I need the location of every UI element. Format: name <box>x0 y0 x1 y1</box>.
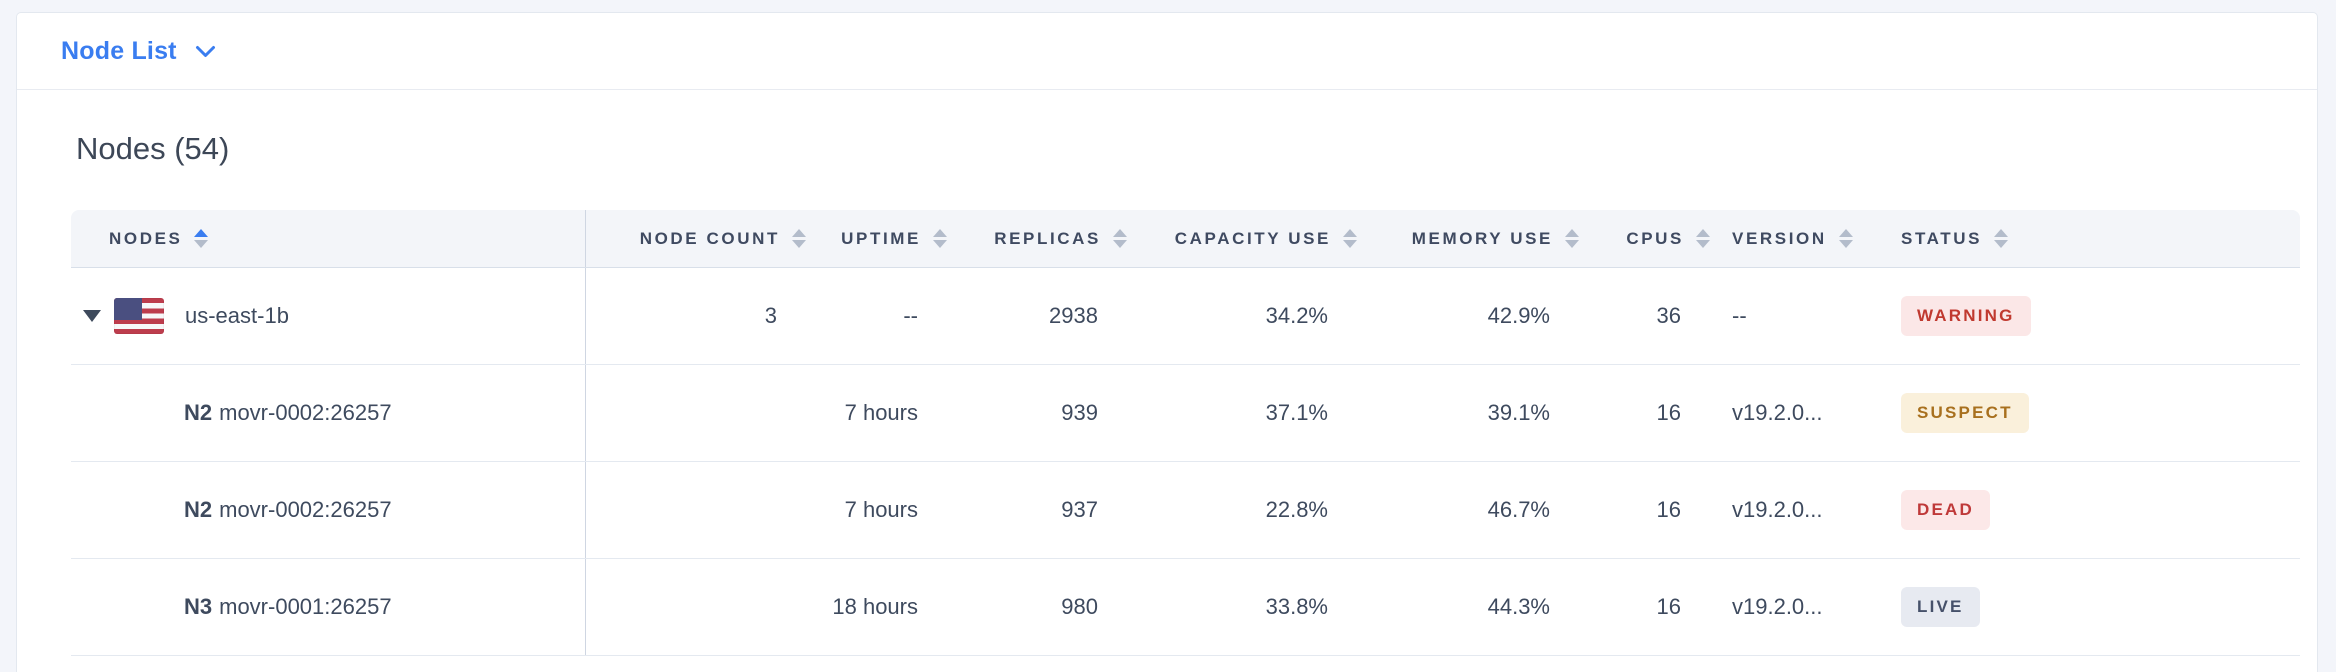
sort-icon <box>1838 229 1853 248</box>
sort-icon <box>792 229 806 248</box>
version-cell: -- <box>1732 303 1747 328</box>
memory-use-cell: 39.1% <box>1487 400 1550 425</box>
region-cell: us-east-1b <box>71 268 586 364</box>
page-title: Nodes (54) <box>76 131 230 166</box>
collapse-caret-icon[interactable] <box>83 310 101 322</box>
view-selector-label: Node List <box>61 36 177 65</box>
node-row[interactable]: N2 movr-0002:26257 7 hours 939 37.1% 39.1… <box>71 365 2300 462</box>
cpus-cell: 16 <box>1656 400 1681 425</box>
memory-use-cell: 44.3% <box>1487 594 1550 619</box>
status-badge: LIVE <box>1901 586 1980 628</box>
version-cell: v19.2.0... <box>1732 400 1823 425</box>
sort-icon <box>1343 229 1357 248</box>
cpus-cell: 36 <box>1656 303 1681 328</box>
column-header-replicas[interactable]: REPLICAS <box>921 229 1127 249</box>
replicas-cell: 939 <box>1061 400 1098 425</box>
column-header-cpus[interactable]: CPUS <box>1553 229 1710 249</box>
table-header-row: NODES NODE COUNT UPTIME REPLICAS CAPACIT… <box>71 210 2300 268</box>
region-row[interactable]: us-east-1b 3 -- 2938 34.2% 42.9% 36 -- W… <box>71 268 2300 365</box>
column-header-uptime[interactable]: UPTIME <box>781 229 947 249</box>
node-label: N2 movr-0002:26257 <box>184 497 392 523</box>
node-address: movr-0002:26257 <box>219 400 392 425</box>
node-id: N2 <box>184 497 213 522</box>
node-list-panel: Node List Nodes (54) NODES NODE COUNT UP… <box>16 12 2318 672</box>
sort-icon <box>933 229 947 248</box>
capacity-use-cell: 34.2% <box>1265 303 1328 328</box>
version-cell: v19.2.0... <box>1732 497 1823 522</box>
column-header-node-count[interactable]: NODE COUNT <box>586 229 806 249</box>
status-badge: DEAD <box>1901 489 1990 531</box>
capacity-use-cell: 33.8% <box>1265 594 1328 619</box>
column-header-memory-use[interactable]: MEMORY USE <box>1331 229 1579 249</box>
node-id: N3 <box>184 594 213 619</box>
node-count-cell: 3 <box>764 303 777 328</box>
status-cell: LIVE <box>1901 586 2300 628</box>
sort-icon <box>1994 229 2009 248</box>
cpus-cell: 16 <box>1656 594 1681 619</box>
status-cell: WARNING <box>1901 295 2300 337</box>
node-cell: N2 movr-0002:26257 <box>71 462 586 558</box>
node-label: N2 movr-0002:26257 <box>184 400 392 426</box>
column-header-nodes[interactable]: NODES <box>71 210 586 267</box>
chevron-down-icon <box>195 45 216 58</box>
node-label: N3 movr-0001:26257 <box>184 594 392 620</box>
status-cell: SUSPECT <box>1901 392 2300 434</box>
view-selector[interactable]: Node List <box>17 13 2317 90</box>
memory-use-cell: 46.7% <box>1487 497 1550 522</box>
sort-icon <box>1113 229 1127 248</box>
uptime-cell: 7 hours <box>844 400 918 425</box>
column-header-capacity-use[interactable]: CAPACITY USE <box>1101 229 1357 249</box>
sort-icon <box>1696 229 1710 248</box>
column-header-version[interactable]: VERSION <box>1684 229 1901 249</box>
status-badge: WARNING <box>1901 295 2031 337</box>
node-cell: N2 movr-0002:26257 <box>71 365 586 461</box>
column-header-status[interactable]: STATUS <box>1901 229 2300 249</box>
node-row[interactable]: N3 movr-0001:26257 18 hours 980 33.8% 44.… <box>71 559 2300 656</box>
node-cell: N3 movr-0001:26257 <box>71 559 586 655</box>
node-address: movr-0001:26257 <box>219 594 392 619</box>
node-row[interactable]: N2 movr-0002:26257 7 hours 937 22.8% 46.7… <box>71 462 2300 559</box>
status-badge: SUSPECT <box>1901 392 2029 434</box>
nodes-table: NODES NODE COUNT UPTIME REPLICAS CAPACIT… <box>71 210 2300 656</box>
status-cell: DEAD <box>1901 489 2300 531</box>
capacity-use-cell: 37.1% <box>1265 400 1328 425</box>
uptime-cell: 7 hours <box>844 497 918 522</box>
uptime-cell: -- <box>903 303 918 328</box>
node-address: movr-0002:26257 <box>219 497 392 522</box>
sort-icon <box>194 229 209 248</box>
replicas-cell: 2938 <box>1049 303 1098 328</box>
us-flag-icon <box>114 298 164 334</box>
region-name: us-east-1b <box>185 303 289 328</box>
cpus-cell: 16 <box>1656 497 1681 522</box>
replicas-cell: 980 <box>1061 594 1098 619</box>
capacity-use-cell: 22.8% <box>1265 497 1328 522</box>
version-cell: v19.2.0... <box>1732 594 1823 619</box>
sort-icon <box>1565 229 1579 248</box>
memory-use-cell: 42.9% <box>1487 303 1550 328</box>
replicas-cell: 937 <box>1061 497 1098 522</box>
node-id: N2 <box>184 400 213 425</box>
uptime-cell: 18 hours <box>832 594 918 619</box>
